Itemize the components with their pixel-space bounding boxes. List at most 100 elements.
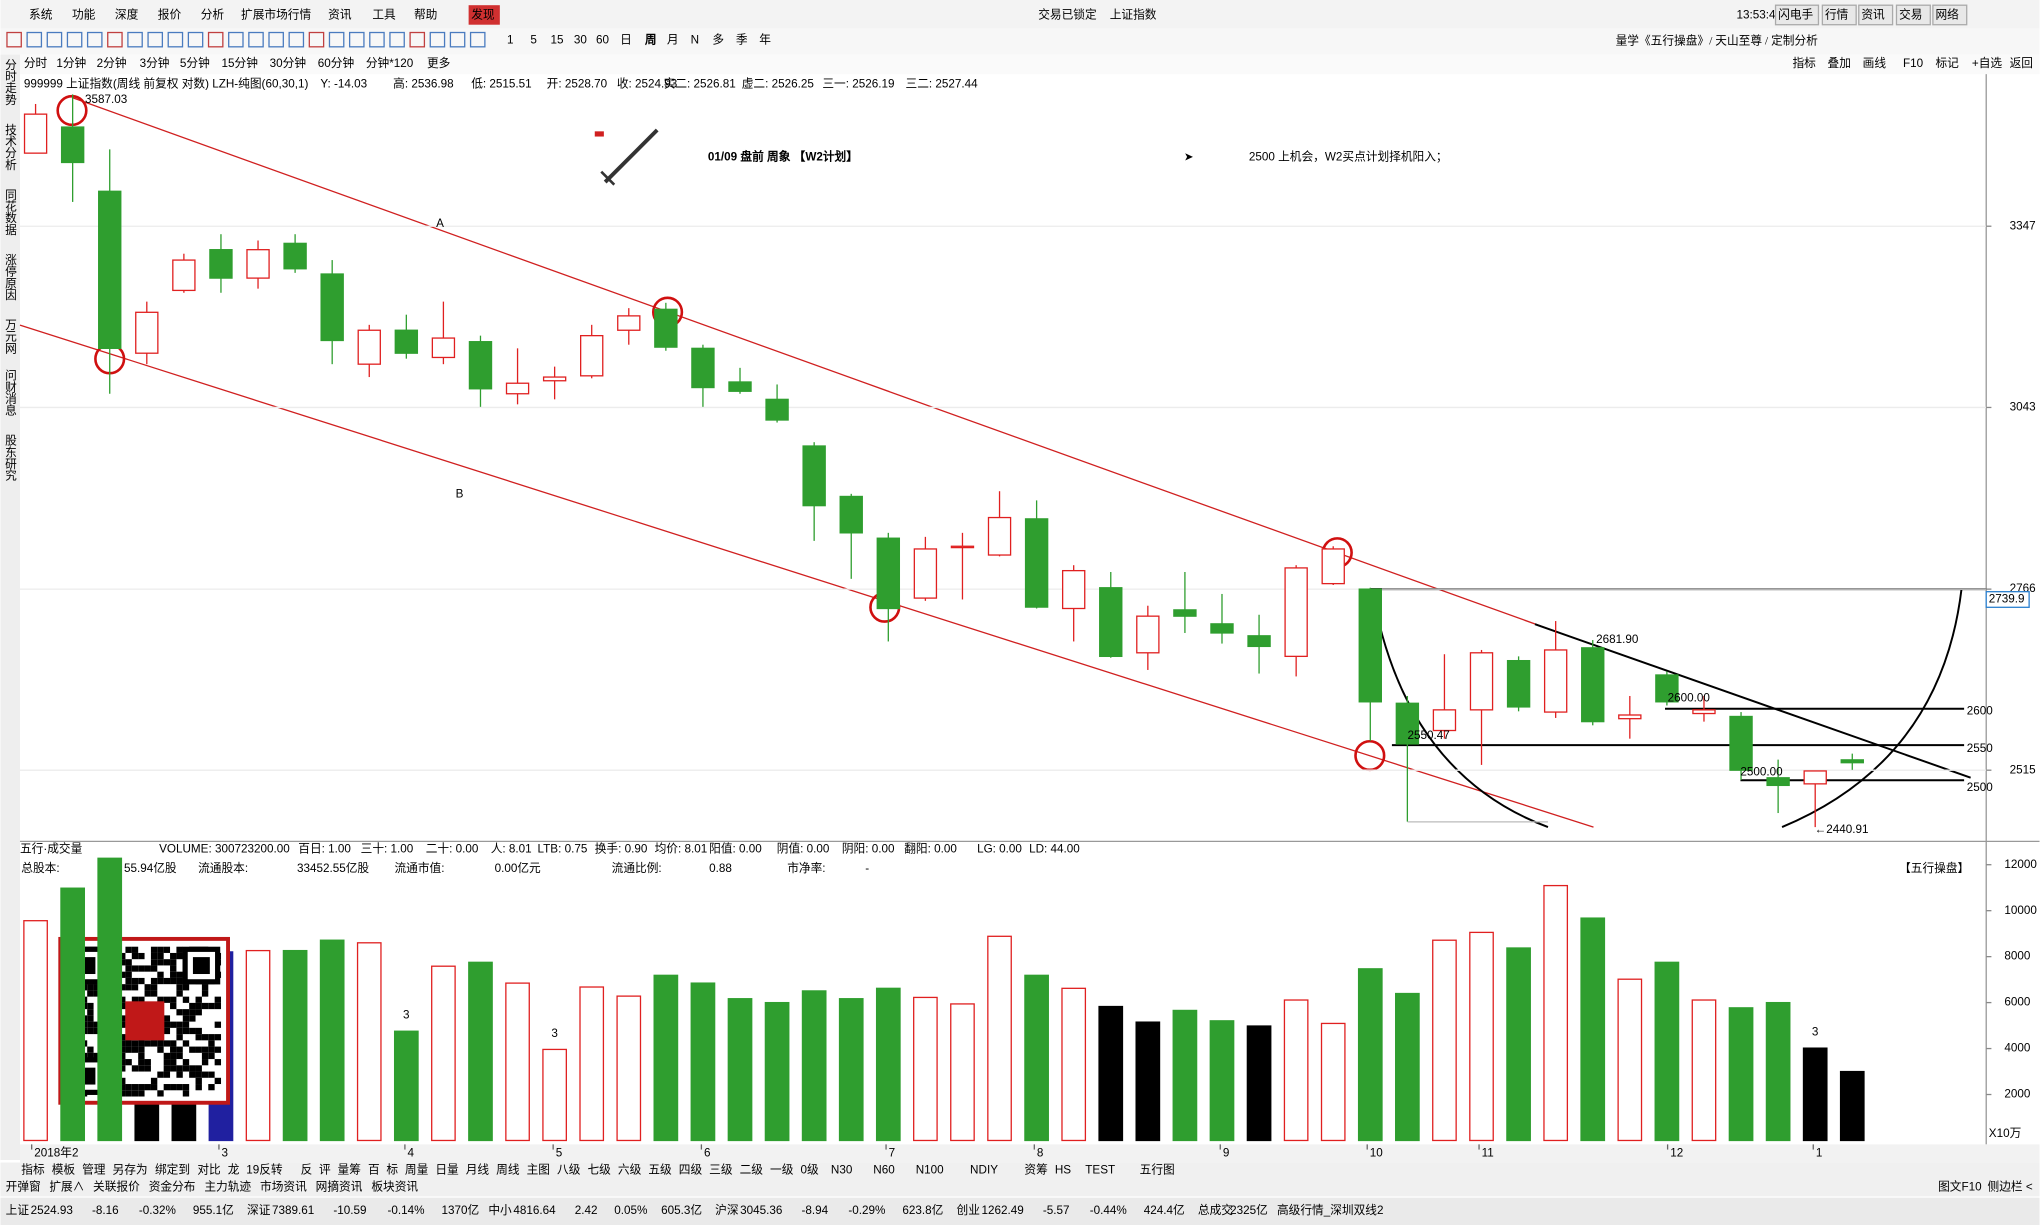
tool-icon[interactable] bbox=[288, 31, 305, 48]
tool-button[interactable]: 指标 bbox=[1792, 56, 1816, 70]
period-button[interactable]: 年 bbox=[759, 32, 771, 46]
tool-icon[interactable] bbox=[127, 31, 143, 48]
period-tab[interactable]: 分钟*120 bbox=[366, 56, 414, 70]
tool-button[interactable]: F10 bbox=[1903, 57, 1924, 70]
menu-item[interactable]: 报价 bbox=[158, 8, 182, 22]
tool-icon[interactable] bbox=[207, 31, 224, 48]
side-tab[interactable]: 问财消息 bbox=[3, 369, 16, 416]
tool-icon[interactable] bbox=[26, 31, 43, 48]
bottom-tab[interactable]: 对比 bbox=[197, 1162, 220, 1176]
menu-item[interactable]: 深度 bbox=[115, 8, 139, 22]
bottom-tab[interactable]: 二级 bbox=[740, 1163, 764, 1176]
bottom-tab[interactable]: 另存为 bbox=[113, 1162, 148, 1176]
side-tab[interactable]: 分时走势 bbox=[3, 59, 16, 106]
tool-icon[interactable] bbox=[86, 31, 103, 48]
tool-icon[interactable] bbox=[147, 31, 164, 48]
period-tab[interactable]: 1分钟 bbox=[56, 56, 86, 70]
bottom-tab[interactable]: 六级 bbox=[618, 1163, 642, 1176]
period-tab[interactable]: 15分钟 bbox=[222, 56, 258, 70]
menu-item[interactable]: 发现 bbox=[471, 8, 495, 22]
bottom-tab[interactable]: 三级 bbox=[709, 1163, 733, 1176]
period-button[interactable]: 周 bbox=[645, 32, 657, 46]
bottom-tab[interactable]: TEST bbox=[1085, 1163, 1115, 1176]
period-tab[interactable]: 3分钟 bbox=[140, 56, 170, 70]
tool-icon[interactable] bbox=[66, 31, 83, 48]
tool-icon[interactable] bbox=[369, 31, 385, 48]
bottom-tab[interactable]: 模板 bbox=[52, 1162, 76, 1176]
bottom-tab[interactable]: 五级 bbox=[648, 1163, 672, 1176]
bottom-tab[interactable]: N100 bbox=[916, 1163, 944, 1176]
tool-icon[interactable] bbox=[469, 31, 486, 48]
bottom-tab[interactable]: 扩展∧ bbox=[49, 1179, 84, 1193]
bottom-tab[interactable]: 七级 bbox=[587, 1163, 611, 1176]
side-tab[interactable]: 技术分析 bbox=[3, 124, 16, 171]
bottom-tab[interactable]: 月线 bbox=[466, 1162, 490, 1176]
top-button[interactable] bbox=[1774, 4, 1820, 26]
bottom-tab[interactable]: 主力轨迹 bbox=[204, 1179, 251, 1193]
bottom-tab[interactable]: 侧边栏 < bbox=[1988, 1179, 2033, 1193]
bottom-tab[interactable]: 绑定到 bbox=[155, 1162, 190, 1176]
menu-item[interactable]: 资讯 bbox=[328, 9, 352, 22]
period-tab[interactable]: 60分钟 bbox=[318, 56, 354, 70]
period-button[interactable]: 季 bbox=[736, 33, 748, 46]
menu-item[interactable]: 工具 bbox=[372, 9, 396, 22]
bottom-tab[interactable]: 量筹 bbox=[338, 1162, 362, 1176]
bottom-tab[interactable]: 主图 bbox=[527, 1163, 550, 1176]
bottom-tab[interactable]: 图文F10 bbox=[1938, 1179, 1982, 1193]
tool-icon[interactable] bbox=[449, 31, 466, 48]
tool-icon[interactable] bbox=[268, 31, 284, 48]
tool-button[interactable]: 叠加 bbox=[1828, 57, 1851, 70]
bottom-tab[interactable]: NDIY bbox=[970, 1163, 998, 1176]
menu-item[interactable]: 系统 bbox=[29, 9, 53, 22]
period-button[interactable]: 1 bbox=[507, 33, 514, 46]
menu-item[interactable]: 分析 bbox=[201, 8, 225, 22]
period-button[interactable]: 5 bbox=[530, 33, 537, 46]
bottom-tab[interactable]: 指标 bbox=[21, 1162, 45, 1176]
period-button[interactable]: 15 bbox=[551, 33, 565, 46]
tool-button[interactable]: 返回 bbox=[2010, 57, 2033, 70]
tool-icon[interactable] bbox=[348, 31, 365, 48]
tool-icon[interactable] bbox=[429, 31, 446, 48]
bottom-tab[interactable]: 一级 bbox=[770, 1163, 794, 1176]
bottom-tab[interactable]: 五行图 bbox=[1140, 1163, 1175, 1176]
top-button[interactable] bbox=[1821, 4, 1857, 26]
period-tab[interactable]: 30分钟 bbox=[270, 56, 306, 70]
bottom-tab[interactable]: N60 bbox=[873, 1163, 895, 1176]
period-tab[interactable]: 分时 bbox=[24, 57, 48, 70]
tool-button[interactable]: +自选 bbox=[1972, 57, 2003, 70]
top-button[interactable] bbox=[1932, 4, 1968, 26]
period-button[interactable]: 月 bbox=[667, 33, 679, 46]
bottom-tab[interactable]: 资金分布 bbox=[149, 1179, 196, 1193]
tool-button[interactable]: 画线 bbox=[1863, 56, 1887, 70]
bottom-tab[interactable]: 板块资讯 bbox=[371, 1179, 418, 1193]
period-button[interactable]: 日 bbox=[620, 33, 632, 46]
tool-icon[interactable] bbox=[6, 31, 22, 48]
tool-icon[interactable] bbox=[409, 31, 426, 48]
period-button[interactable]: N bbox=[691, 33, 699, 46]
bottom-tab[interactable]: 反 bbox=[301, 1163, 313, 1176]
bottom-tab[interactable]: 周线 bbox=[496, 1162, 520, 1176]
tool-icon[interactable] bbox=[328, 31, 345, 48]
bottom-tab[interactable]: 百 bbox=[368, 1163, 380, 1176]
tool-icon[interactable] bbox=[308, 31, 325, 48]
bottom-tab[interactable]: HS bbox=[1055, 1163, 1071, 1176]
bottom-tab[interactable]: 资筹 bbox=[1024, 1162, 1048, 1176]
tool-icon[interactable] bbox=[248, 31, 264, 48]
bottom-tab[interactable]: 评 bbox=[319, 1163, 331, 1176]
side-tab[interactable]: 股东研究 bbox=[3, 434, 16, 481]
period-button[interactable]: 多 bbox=[712, 32, 724, 46]
bottom-tab[interactable]: 周量 bbox=[405, 1163, 429, 1176]
period-button[interactable]: 60 bbox=[596, 33, 610, 46]
bottom-tab[interactable]: 19反转 bbox=[246, 1162, 283, 1176]
bottom-tab[interactable]: 标 bbox=[386, 1163, 398, 1176]
side-tab[interactable]: 万元网 bbox=[3, 319, 16, 355]
tool-icon[interactable] bbox=[107, 31, 123, 48]
menu-item[interactable]: 扩展市场行情 bbox=[241, 8, 311, 22]
menu-item[interactable]: 帮助 bbox=[414, 8, 437, 22]
bottom-tab[interactable]: 网摘资讯 bbox=[316, 1179, 363, 1193]
side-tab[interactable]: 同花数据 bbox=[3, 189, 16, 236]
tool-icon[interactable] bbox=[46, 31, 63, 48]
top-button[interactable] bbox=[1895, 4, 1931, 26]
bottom-tab[interactable]: 关联报价 bbox=[93, 1179, 140, 1193]
period-tab[interactable]: 5分钟 bbox=[180, 56, 210, 70]
